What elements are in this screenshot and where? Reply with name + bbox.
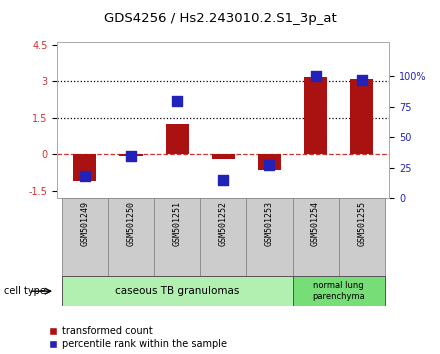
Bar — [62, 276, 293, 306]
Text: GSM501249: GSM501249 — [81, 201, 89, 246]
Text: GSM501250: GSM501250 — [127, 201, 136, 246]
Point — [266, 162, 273, 168]
Bar — [304, 76, 327, 154]
Text: caseous TB granulomas: caseous TB granulomas — [115, 286, 239, 296]
Text: GSM501254: GSM501254 — [311, 201, 320, 246]
Text: normal lung
parenchyma: normal lung parenchyma — [312, 281, 365, 301]
Bar — [120, 154, 143, 156]
Text: GSM501252: GSM501252 — [219, 201, 228, 246]
Point — [81, 173, 88, 179]
Bar — [108, 198, 154, 276]
Bar — [62, 198, 108, 276]
Bar — [293, 198, 339, 276]
Point — [312, 73, 319, 79]
Bar — [350, 79, 373, 154]
Text: GSM501253: GSM501253 — [265, 201, 274, 246]
Bar — [246, 198, 293, 276]
Text: GDS4256 / Hs2.243010.2.S1_3p_at: GDS4256 / Hs2.243010.2.S1_3p_at — [104, 12, 336, 25]
Bar — [212, 154, 235, 159]
Point — [358, 77, 365, 83]
Point — [174, 98, 181, 103]
Legend: transformed count, percentile rank within the sample: transformed count, percentile rank withi… — [49, 326, 227, 349]
Bar — [293, 276, 385, 306]
Bar — [165, 124, 189, 154]
Bar — [200, 198, 246, 276]
Bar — [339, 198, 385, 276]
Bar — [154, 198, 200, 276]
Bar — [258, 154, 281, 170]
Bar — [73, 154, 96, 181]
Text: cell type: cell type — [4, 286, 46, 296]
Text: GSM501251: GSM501251 — [172, 201, 182, 246]
Text: GSM501255: GSM501255 — [357, 201, 366, 246]
Point — [220, 177, 227, 183]
Point — [128, 153, 135, 158]
